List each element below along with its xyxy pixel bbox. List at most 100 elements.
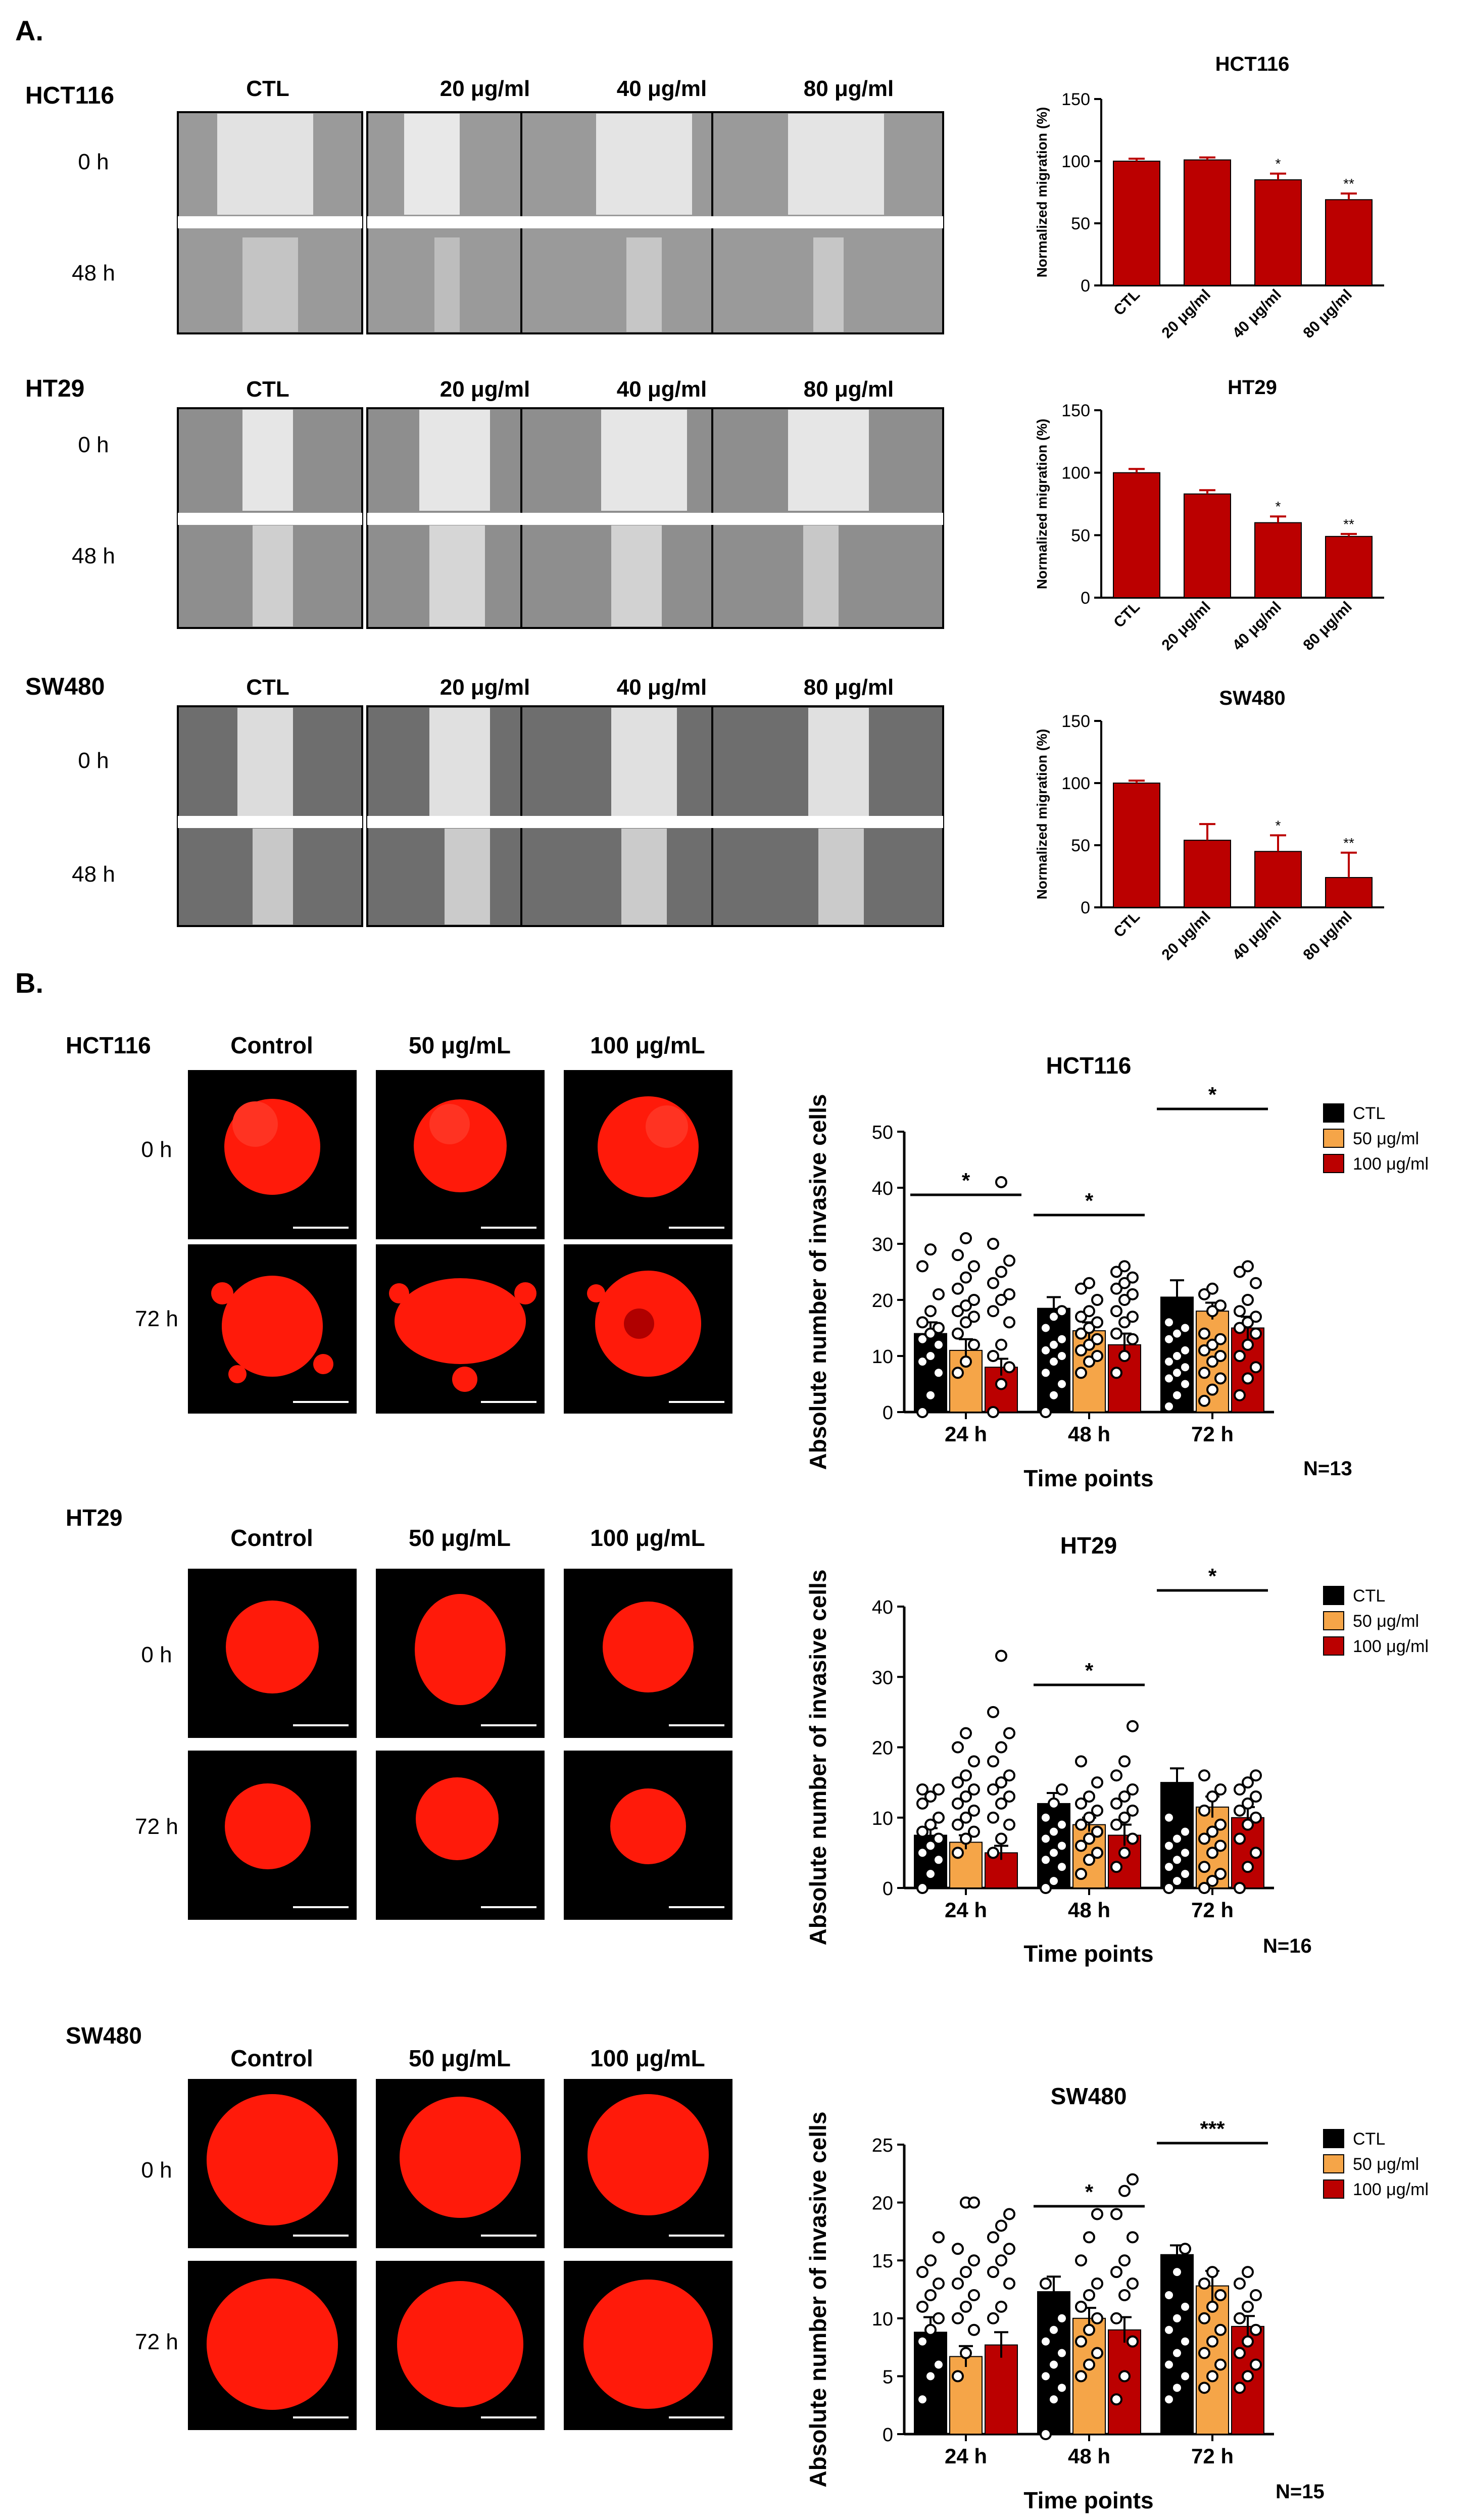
spheroid-image-50-72h [376, 2261, 545, 2430]
data-point [1250, 2323, 1262, 2336]
data-point [1127, 1832, 1139, 1845]
data-point [1234, 1804, 1246, 1817]
data-point [1234, 1882, 1246, 1894]
data-point [933, 2277, 945, 2290]
data-point [1056, 2312, 1068, 2324]
data-point [1206, 1338, 1218, 1351]
data-point [1214, 2358, 1227, 2371]
spheroid-image-50-0h [376, 2079, 545, 2248]
data-point [987, 2312, 999, 2324]
condition-label-control: Control [230, 1525, 313, 1551]
data-point [924, 1243, 937, 1256]
data-point [1127, 2277, 1139, 2290]
data-point [1206, 1790, 1218, 1803]
data-point [1242, 1338, 1254, 1351]
y-tick-label: 50 [872, 1122, 893, 1143]
data-point [916, 1882, 928, 1894]
data-point [1171, 2266, 1183, 2279]
data-point [1171, 2382, 1183, 2394]
spheroid-image-100-0h [564, 1070, 732, 1239]
n-label: N=15 [1276, 2481, 1325, 2503]
data-point [1198, 1769, 1210, 1782]
legend-label: 50 μg/ml [1353, 1612, 1419, 1631]
time-label-48h: 48 h [72, 261, 115, 285]
data-point [1056, 1861, 1068, 1873]
data-point [1118, 1847, 1131, 1859]
data-point [952, 1282, 964, 1295]
data-point [1110, 1282, 1122, 1295]
x-axis-label: Time points [1023, 1941, 1153, 1967]
data-point [1075, 2370, 1087, 2383]
panel-b-label: B. [15, 967, 43, 999]
time-label-0h: 0 h [78, 150, 109, 174]
data-point [916, 2335, 928, 2348]
data-point [1003, 1316, 1015, 1329]
y-axis-label: Normalized migration (%) [1034, 419, 1050, 590]
data-point [1040, 1322, 1052, 1334]
data-point [1242, 1776, 1254, 1789]
significance-label: ** [1343, 516, 1354, 532]
y-tick-label: 30 [872, 1667, 893, 1688]
data-point [1234, 1350, 1246, 1362]
invasion-chart-hct116: HCT116 Absolute number of invasive cells… [805, 1052, 1429, 1491]
legend-swatch [1323, 2154, 1344, 2173]
cell-line-label-hct116: HCT116 [25, 82, 114, 109]
time-label-0h: 0 h [141, 1137, 172, 1162]
x-tick-label: 40 μg/ml [1230, 599, 1285, 654]
data-point [1198, 1804, 1210, 1817]
data-point [995, 1650, 1007, 1662]
condition-label-50: 50 μg/mL [409, 2045, 511, 2071]
time-label-0h: 0 h [78, 748, 109, 773]
invasion-chart-sw480: SW480 Absolute number of invasive cells … [805, 2083, 1429, 2513]
data-point [995, 1378, 1007, 1390]
x-tick-label: 24 h [945, 1898, 987, 1922]
spheroid-image-50-0h [376, 1569, 545, 1738]
data-point [1242, 1797, 1254, 1810]
significance-label: * [1085, 1189, 1094, 1213]
y-tick-label: 50 [1071, 214, 1090, 233]
y-tick-label: 40 [872, 1178, 893, 1199]
x-tick-label: 24 h [945, 1422, 987, 1446]
data-point [1091, 1294, 1103, 1306]
bar [1325, 199, 1373, 286]
data-point [1056, 1783, 1068, 1796]
y-tick-label: 5 [883, 2366, 893, 2388]
data-point [960, 1316, 972, 1329]
data-point [1040, 2277, 1052, 2290]
data-point [1003, 1254, 1015, 1267]
data-point [1179, 1344, 1191, 1356]
data-point [952, 2243, 964, 2255]
y-axis-label: Absolute number of invasive cells [805, 2112, 831, 2488]
data-point [952, 2312, 964, 2324]
bar [985, 2344, 1018, 2435]
data-point [1056, 1378, 1068, 1390]
legend-label: 100 μg/ml [1353, 1154, 1429, 1174]
panel-a-row-sw480: SW480 CTL 20 μg/ml 40 μg/ml 80 μg/ml 0 h… [25, 673, 944, 927]
chart-title: HCT116 [1215, 53, 1290, 75]
data-point [968, 1804, 980, 1817]
data-point [987, 1706, 999, 1718]
x-tick-label: CTL [1110, 908, 1143, 941]
bar [1254, 522, 1302, 598]
condition-label-ctl: CTL [246, 377, 289, 402]
data-point [924, 2254, 937, 2267]
data-point [1083, 1305, 1095, 1318]
x-tick-label: 80 μg/ml [1300, 599, 1355, 654]
condition-label-40: 40 μg/ml [617, 675, 707, 700]
data-point [1083, 2231, 1095, 2244]
data-point [987, 2266, 999, 2279]
cell-line-label-ht29: HT29 [66, 1505, 122, 1531]
data-point [960, 1232, 972, 1244]
data-point [933, 1832, 945, 1845]
data-point [916, 1260, 928, 1273]
data-point [1198, 2382, 1210, 2394]
x-tick-label: 72 h [1191, 2444, 1234, 2468]
legend-label: 50 μg/ml [1353, 1129, 1419, 1148]
data-point [1163, 1811, 1175, 1824]
significance-label: ** [1343, 835, 1354, 851]
data-point [1040, 1406, 1052, 1418]
condition-label-20: 20 μg/ml [440, 675, 530, 700]
y-tick-label: 100 [1061, 152, 1090, 171]
data-point [1234, 2347, 1246, 2359]
data-point [1110, 1266, 1122, 1278]
